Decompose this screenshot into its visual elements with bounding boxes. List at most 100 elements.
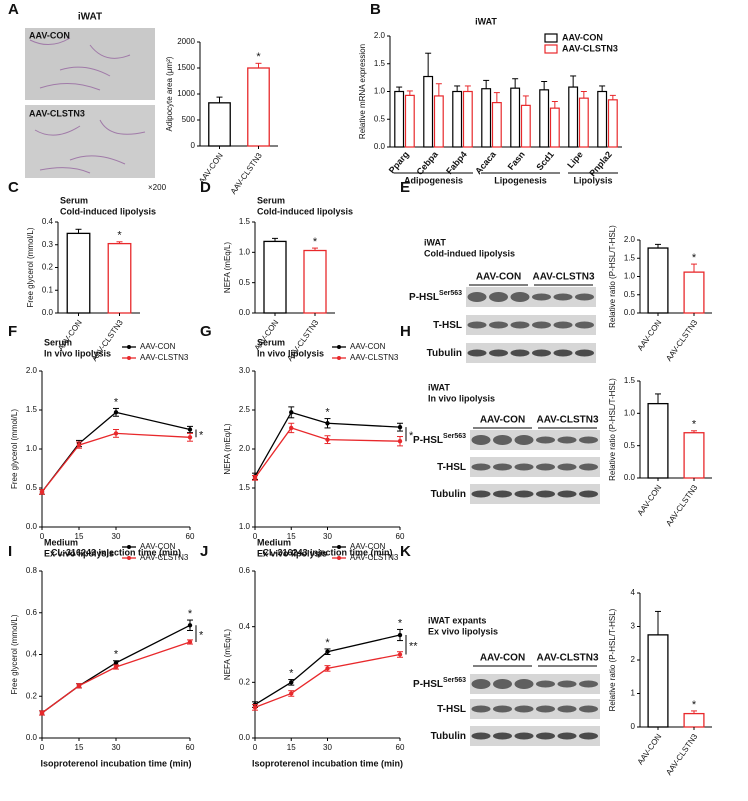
y-tick-label: 1.5	[26, 405, 38, 414]
x-tick-label: 30	[323, 532, 332, 541]
x-tick-label: AAV-CON	[636, 483, 664, 517]
y-axis-label: Adipocyte area (μm²)	[165, 56, 174, 131]
y-tick-label: 0.5	[239, 278, 251, 287]
blot-subtitle: Cold-indued lipolysis	[424, 248, 515, 258]
x-tick-label: 0	[253, 532, 258, 541]
x-tick-label: Pnpla2	[587, 149, 614, 178]
x-tick-label: 15	[287, 743, 296, 752]
blot-band	[514, 435, 534, 445]
histology-image	[25, 105, 155, 178]
bar	[683, 432, 705, 479]
point	[113, 660, 119, 666]
chart-title: Serum	[44, 337, 72, 347]
blot-subtitle: Ex vivo lipolysis	[428, 626, 498, 636]
x-tick-label: AAV-CON	[636, 318, 664, 352]
x-tick-label: Lipe	[565, 149, 585, 170]
point	[289, 410, 294, 415]
bar	[549, 107, 560, 148]
panel-label: B	[370, 1, 381, 18]
bar	[303, 249, 327, 314]
significance: *	[256, 51, 261, 63]
blot-subtitle: In vivo lipolysis	[428, 393, 495, 403]
y-tick-label: 0.4	[26, 650, 38, 659]
y-axis-label: Free glycerol (mmol/L)	[10, 614, 19, 694]
point	[113, 664, 119, 670]
chart-subtitle: In vivo lipolysis	[257, 348, 324, 358]
bar	[491, 101, 502, 148]
blot-band	[471, 679, 491, 689]
x-tick-label: Fabp4	[444, 149, 469, 176]
y-tick-label: 1.0	[239, 247, 251, 256]
blot-band	[471, 732, 491, 740]
point	[187, 623, 193, 628]
blot-band	[514, 490, 534, 498]
panel-label: A	[8, 1, 19, 18]
y-tick-label: 1	[631, 689, 636, 698]
point	[397, 652, 403, 657]
y-axis-label: Relative mRNA expression	[358, 44, 367, 139]
point	[289, 680, 294, 685]
blot-title: iWAT expants	[428, 615, 486, 625]
bar	[263, 240, 287, 314]
y-tick-label: 0.0	[42, 308, 54, 317]
y-tick-label: 2.0	[26, 366, 38, 375]
y-axis-label: NEFA (mEq/L)	[223, 629, 232, 680]
y-axis-label: Free glycerol (mmol/L)	[10, 409, 19, 489]
legend-label: AAV-CON	[350, 542, 386, 551]
series-line	[41, 432, 191, 493]
significance: *	[325, 637, 330, 649]
x-tick-label: 60	[396, 743, 405, 752]
x-tick-label: 0	[40, 532, 45, 541]
bar	[452, 90, 463, 148]
y-axis-label: NEFA (mEq/L)	[223, 423, 232, 474]
x-tick-label: 30	[112, 532, 121, 541]
bar	[578, 97, 589, 148]
bar	[107, 242, 132, 314]
legend-label: AAV-CLSTN3	[140, 353, 189, 362]
blot-row-text: Tubulin	[431, 731, 466, 742]
legend-marker	[337, 545, 341, 549]
bar	[462, 90, 473, 148]
blot-band	[467, 321, 487, 329]
point	[252, 705, 258, 710]
blot-band	[536, 732, 555, 740]
y-tick-label: 0.1	[42, 285, 54, 294]
significance: *	[114, 396, 119, 408]
y-tick-label: 3.0	[239, 366, 251, 375]
point	[397, 632, 403, 638]
y-axis-label: Relative ratio (P-HSL/T-HSL)	[608, 378, 617, 481]
blot-strip	[470, 726, 600, 746]
blot-row-text: T-HSL	[433, 320, 462, 331]
x-tick-label: Pparg	[387, 149, 411, 175]
blot-band	[532, 293, 551, 301]
legend-marker	[127, 356, 131, 360]
point	[187, 427, 193, 432]
x-axis-label: Isoproterenol incubation time (min)	[40, 758, 191, 768]
image-label: AAV-CLSTN3	[29, 108, 85, 118]
point	[325, 421, 330, 426]
y-tick-label: 500	[182, 115, 196, 124]
chart-subtitle: Cold-induced lipolysis	[60, 206, 156, 216]
blot-strip	[470, 457, 600, 477]
group-label: Adipogenesis	[404, 175, 463, 185]
chart-subtitle: Ex vivo lipolysis	[257, 548, 327, 558]
image-label: AAV-CON	[29, 30, 70, 40]
blot-strip	[470, 699, 600, 719]
blot-band	[532, 321, 551, 329]
y-tick-label: 0.4	[42, 217, 54, 226]
y-tick-label: 0.0	[624, 473, 636, 482]
significance: *	[325, 406, 330, 418]
blot-band	[553, 321, 573, 329]
y-tick-label: 2.0	[624, 235, 636, 244]
significance: *	[117, 230, 122, 242]
y-tick-label: 0.0	[374, 142, 386, 151]
y-tick-label: 0.0	[26, 733, 38, 742]
panel-label: I	[8, 543, 12, 560]
panel-label: C	[8, 179, 19, 196]
bar	[683, 712, 705, 728]
legend-marker	[127, 556, 131, 560]
blot-band	[489, 349, 508, 357]
bar	[520, 104, 531, 148]
y-tick-label: 2.5	[239, 405, 251, 414]
bar	[568, 86, 579, 148]
